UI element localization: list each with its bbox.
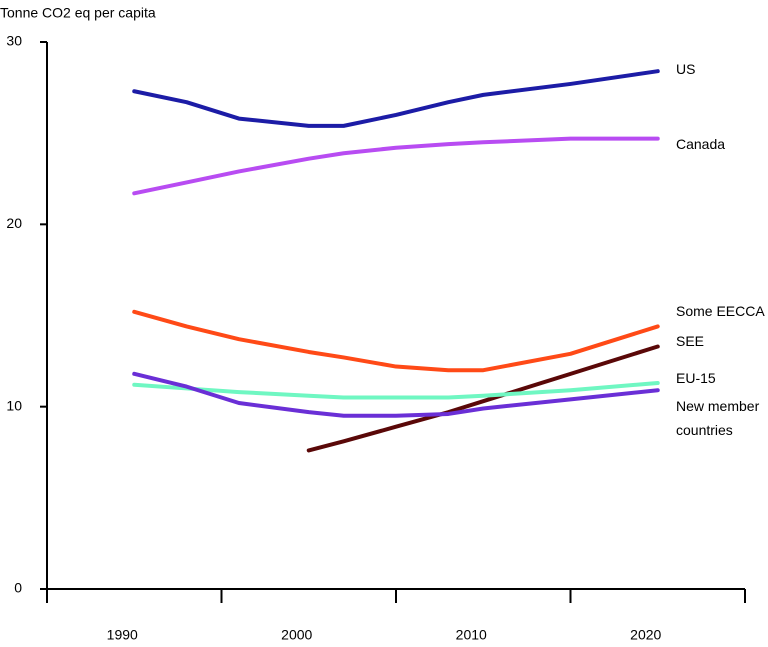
series-line: [132, 380, 660, 400]
x-tick-label: 2010: [456, 627, 487, 643]
series-line: [132, 69, 660, 128]
y-tick-label: 0: [14, 580, 22, 596]
series-label: Canada: [676, 136, 726, 152]
series-line: [132, 371, 660, 418]
series-label: Some EECCA: [676, 303, 765, 319]
series-label: EU-15: [676, 370, 716, 386]
x-tick-label: 2020: [630, 627, 661, 643]
x-tick-label: 1990: [107, 627, 138, 643]
series-label: New member countries: [676, 398, 760, 438]
y-tick-label: 30: [6, 33, 22, 49]
y-axis-label: Tonne CO2 eq per capita: [0, 5, 156, 21]
x-tick-label: 2000: [281, 627, 312, 643]
series-label: US: [676, 61, 696, 77]
series-line: [132, 136, 660, 196]
series-line: [132, 309, 660, 373]
y-tick-label: 10: [6, 397, 22, 413]
y-tick-label: 20: [6, 215, 22, 231]
series-label: SEE: [676, 333, 705, 349]
